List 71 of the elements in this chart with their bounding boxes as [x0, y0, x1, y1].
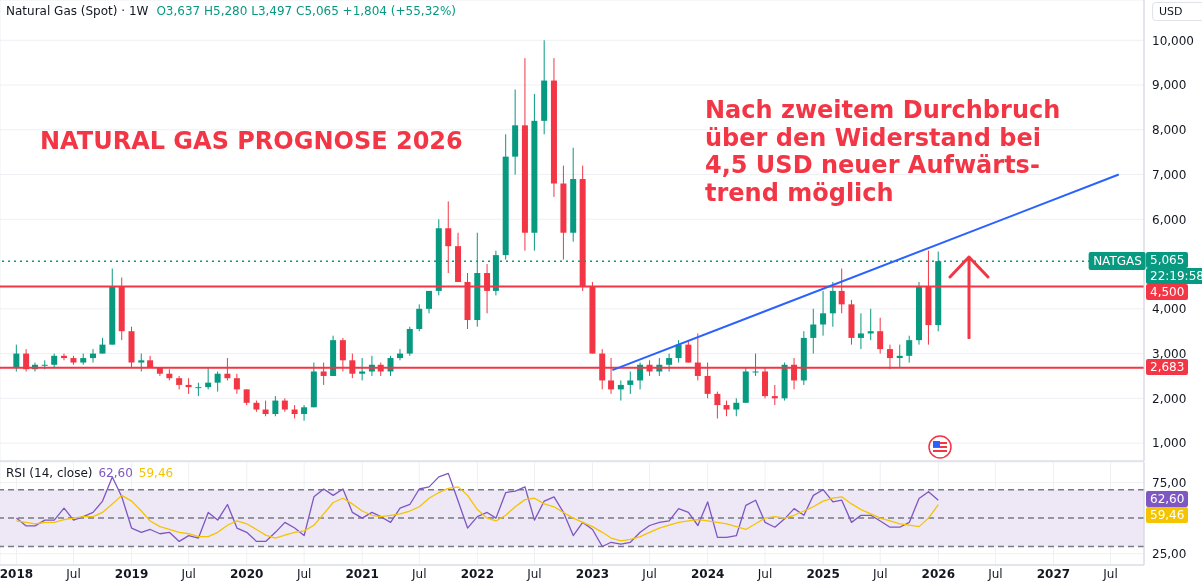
x-tick-label: Jul — [641, 566, 657, 581]
x-tick-label: Jul — [411, 566, 427, 581]
y-tick-label: 9,000 — [1152, 78, 1187, 93]
candlestick — [214, 370, 221, 393]
candlestick — [195, 382, 202, 397]
x-tick-label: 2019 — [114, 566, 149, 581]
candlestick — [685, 339, 692, 364]
y-tick-label: 3,000 — [1152, 346, 1187, 361]
annotation: NATGAS — [1089, 252, 1146, 271]
y-tick-label: 75,00 — [1152, 475, 1187, 490]
x-tick-label: 2025 — [806, 566, 840, 581]
x-tick-label: Jul — [295, 566, 312, 581]
annotation: Nach zweitem Durchbruch über den Widerstand bei 4,5 USD neuer Aufwärts- trend möglich — [705, 96, 1061, 208]
chart-subtitle: O3,637 H5,280 L3,497 C5,065 +1,804 (+55,32%) — [156, 4, 456, 18]
x-tick-label: Jul — [65, 566, 81, 581]
x-tick-label: Jul — [1102, 566, 1118, 581]
candlestick — [233, 373, 240, 395]
x-tick-label: 2026 — [921, 566, 955, 581]
candlestick — [627, 370, 634, 395]
y-tick-label: 8,000 — [1152, 123, 1187, 138]
x-tick-label: 2023 — [575, 566, 610, 581]
candlestick — [359, 357, 366, 381]
x-tick-label: Jul — [180, 566, 196, 581]
x-tick-label: 2020 — [230, 566, 264, 581]
ref-line-label: 5,065 — [1146, 252, 1189, 269]
x-tick-label: Jul — [756, 566, 773, 581]
x-tick-label: Jul — [987, 566, 1003, 581]
candlestick — [752, 353, 759, 377]
y-tick-label: 6,000 — [1152, 212, 1187, 227]
candlestick — [301, 404, 308, 422]
candlestick — [906, 335, 913, 364]
x-tick-label: 2024 — [690, 566, 725, 581]
candlestick — [675, 339, 682, 364]
annotation: 59,46 — [138, 466, 174, 480]
candlestick — [416, 303, 423, 332]
y-tick-label: 4,000 — [1152, 302, 1187, 317]
annotation: 62,60 — [98, 466, 133, 480]
line-series — [15, 486, 939, 542]
y-tick-label: 7,000 — [1152, 167, 1187, 182]
y-tick-label: 25,00 — [1152, 546, 1187, 561]
candlestick — [857, 312, 864, 350]
candlestick — [877, 317, 884, 355]
x-tick-label: Jul — [526, 566, 542, 581]
candlestick — [714, 391, 721, 419]
x-tick-label: 2018 — [0, 566, 34, 581]
candlestick — [771, 384, 778, 406]
y-tick-label: 10,000 — [1152, 33, 1194, 48]
chart-title: Natural Gas (Spot) · 1W — [6, 4, 149, 18]
candlestick — [867, 308, 874, 341]
candlestick — [810, 308, 817, 355]
y-tick-label: 1,000 — [1152, 436, 1187, 451]
candlestick — [829, 281, 836, 328]
x-tick-label: 2027 — [1036, 566, 1071, 581]
annotation: NATURAL GAS PROGNOSE 2026 — [40, 127, 463, 156]
candlestick — [60, 353, 67, 361]
y-tick-label: 2,000 — [1152, 391, 1187, 406]
x-tick-label: Jul — [872, 566, 888, 581]
candlestick — [176, 375, 183, 390]
ref-line-label: 2,683 — [1146, 358, 1189, 375]
ref-line-label: 4,500 — [1146, 284, 1189, 301]
y-axis-title: USD — [1152, 2, 1202, 21]
x-tick-label: 2022 — [460, 566, 495, 581]
candlestick — [272, 395, 279, 417]
candlestick — [13, 344, 20, 372]
x-tick-label: 2021 — [345, 566, 379, 581]
text: 62,60 — [1150, 492, 1185, 507]
candlestick — [445, 200, 452, 274]
text: 59,46 — [1150, 508, 1185, 523]
chart-title: RSI (14, close) — [6, 466, 93, 480]
candlestick — [820, 290, 827, 337]
candlestick — [896, 344, 903, 368]
